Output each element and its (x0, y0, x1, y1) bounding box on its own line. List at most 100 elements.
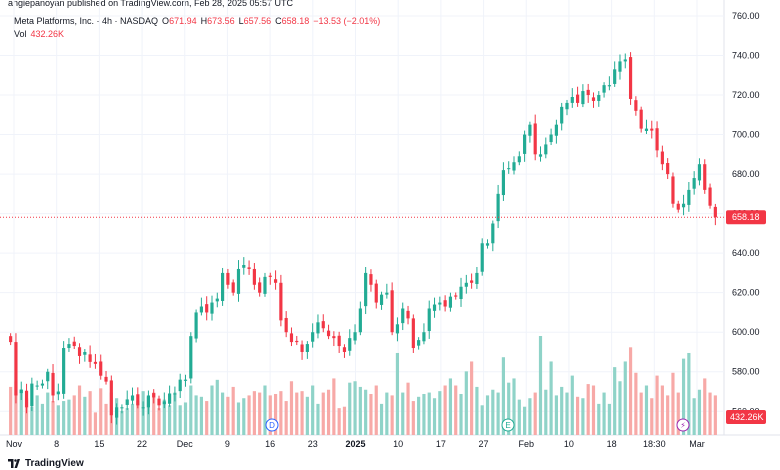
tradingview-logo[interactable]: TradingView (8, 458, 84, 469)
volume-bar (432, 398, 437, 435)
volume-bar (305, 396, 309, 435)
candle-body (480, 243, 484, 272)
volume-bar (183, 402, 188, 435)
volume-bar (104, 403, 108, 435)
volume-bar (470, 361, 474, 435)
candle-body (708, 187, 712, 206)
candle-body (210, 302, 214, 314)
candle-body (348, 338, 352, 351)
time-tick-label: 23 (308, 439, 318, 449)
candle-body (697, 164, 702, 181)
candle-body (703, 164, 707, 190)
last-price-label: 658.18 (732, 212, 760, 222)
volume-bar (390, 395, 394, 435)
candle-body (687, 189, 691, 205)
volume-bar (607, 403, 611, 435)
volume-bar (697, 389, 702, 435)
legend-symbol: Meta Platforms, Inc. · 4h · NASDAQ (14, 16, 159, 26)
footer: TradingView (0, 457, 780, 470)
candle-body (231, 282, 235, 293)
price-tick-label: 600.00 (732, 327, 760, 337)
candle-body (321, 321, 325, 329)
volume-bar (268, 395, 272, 435)
volume-bar (77, 385, 82, 435)
volume-bar (422, 393, 426, 435)
event-marker-circle (501, 418, 515, 432)
candle-body (115, 407, 119, 418)
volume-bars (9, 336, 717, 435)
legend-change: −13.53 (−2.01%) (313, 16, 381, 26)
volume-bar (496, 392, 500, 435)
candle-body (459, 286, 463, 300)
volume-bar (258, 392, 262, 435)
volume-bar (655, 375, 659, 435)
candle-body (676, 203, 680, 210)
price-tick-label: 700.00 (732, 130, 760, 140)
price-tick-label: 580.00 (732, 367, 760, 377)
legend-open-label: O (162, 16, 170, 26)
volume-bar (125, 408, 129, 435)
legend-open-value: 671.94 (169, 16, 197, 26)
candle-body (215, 298, 219, 302)
volume-bar (348, 382, 352, 435)
candle-body (152, 393, 156, 398)
volume-bar (231, 386, 235, 435)
volume-bar (194, 395, 198, 435)
volume-bar (226, 396, 230, 435)
candle-body (9, 336, 13, 343)
candle-body (67, 344, 71, 349)
volume-bar (385, 392, 389, 435)
candle-body (157, 398, 161, 406)
time-tick-label: 10 (564, 439, 574, 449)
volume-bar (650, 398, 654, 435)
candle-body (189, 336, 193, 379)
candle-body (618, 61, 622, 72)
candle-body (221, 272, 225, 301)
candle-body (464, 282, 468, 287)
last-price-overlay: 658.18 432.26K (0, 210, 766, 424)
candle-body (14, 342, 18, 396)
price-tick-label: 740.00 (732, 50, 760, 60)
event-marker-earnings[interactable]: E (501, 418, 515, 432)
volume-bar (146, 396, 150, 435)
candle-body (438, 302, 442, 305)
event-marker-dividend[interactable]: D (265, 418, 279, 432)
candle-body (194, 312, 198, 339)
volume-bar (549, 361, 553, 435)
candle-body (379, 294, 384, 305)
candle-body (538, 154, 543, 157)
volume-bar (443, 385, 447, 435)
candle-body (454, 295, 458, 297)
volume-bar (168, 405, 172, 435)
volume-bar (152, 392, 156, 435)
volume-bar (369, 393, 373, 435)
volume-bar (205, 401, 209, 435)
volume-bar (247, 395, 251, 435)
volume-bar (56, 405, 60, 435)
tradingview-brand: TradingView (25, 458, 84, 469)
candle-body (517, 156, 521, 163)
legend-low-value: 657.56 (243, 16, 272, 26)
volume-bar (660, 385, 664, 435)
volume-bar (459, 393, 463, 435)
candle-body (168, 393, 172, 404)
volume-bar (279, 391, 283, 435)
candle-body (83, 351, 87, 355)
volume-bar (120, 410, 124, 435)
candle-body (523, 134, 527, 154)
volume-bar (374, 385, 378, 435)
volume-bar (162, 399, 166, 435)
legend-close-label: C (275, 16, 282, 26)
candle-body (199, 306, 203, 313)
volume-bar (703, 378, 707, 435)
time-tick-label: 2025 (345, 439, 365, 449)
candle-body (576, 94, 580, 103)
volume-bar (326, 389, 331, 435)
volume-bar (316, 403, 320, 435)
event-marker-split[interactable]: ⚡ (676, 418, 690, 432)
volume-bar (692, 398, 696, 435)
volume-bar (681, 358, 686, 435)
candle-body (597, 95, 601, 101)
time-tick-label: 22 (137, 439, 147, 449)
